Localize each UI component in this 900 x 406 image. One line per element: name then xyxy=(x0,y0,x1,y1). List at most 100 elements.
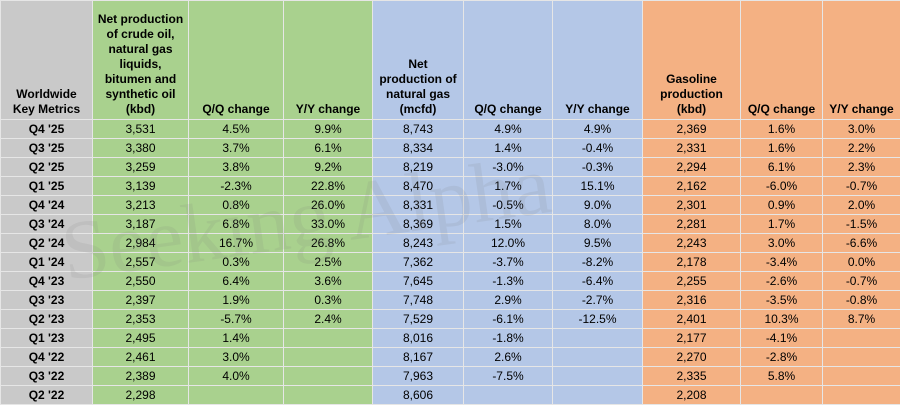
table-cell: 3,531 xyxy=(92,119,189,139)
header-cell: Net production of crude oil, natural gas… xyxy=(92,0,189,120)
table-cell: 0.9% xyxy=(740,195,823,215)
table-cell: 2.9% xyxy=(463,290,553,310)
table-cell: -0.4% xyxy=(552,138,643,158)
table-cell: 2.5% xyxy=(283,252,373,272)
table-cell: -6.1% xyxy=(463,309,553,329)
table-cell: 10.3% xyxy=(740,309,823,329)
table-cell: 2,369 xyxy=(642,119,741,139)
table-cell: 0.3% xyxy=(283,290,373,310)
table-cell xyxy=(463,385,553,405)
header-cell: Q/Q change xyxy=(463,0,553,120)
table-cell: 8,219 xyxy=(372,157,464,177)
table-cell xyxy=(822,366,900,386)
table-cell: 3,259 xyxy=(92,157,189,177)
table-cell: -2.6% xyxy=(740,271,823,291)
table-cell: 9.5% xyxy=(552,233,643,253)
table-cell: 8.7% xyxy=(822,309,900,329)
table-cell: 2,208 xyxy=(642,385,741,405)
header-cell: Y/Y change xyxy=(552,0,643,120)
table-cell: 22.8% xyxy=(283,176,373,196)
table-cell: 7,645 xyxy=(372,271,464,291)
table-cell: -5.7% xyxy=(188,309,284,329)
table-row: Q1 '23 2,495 1.4% 8,016 -1.8% 2,177 -4.1% xyxy=(0,328,900,348)
table-cell: 3.7% xyxy=(188,138,284,158)
table-cell: 2,984 xyxy=(92,233,189,253)
table-cell: 1.6% xyxy=(740,119,823,139)
header-cell: Q/Q change xyxy=(188,0,284,120)
row-label: Q1 '24 xyxy=(0,252,93,272)
table-row: Q4 '25 3,531 4.5% 9.9% 8,743 4.9% 4.9% 2,369 1.6… xyxy=(0,119,900,139)
table-cell: 9.2% xyxy=(283,157,373,177)
table-cell: 3.8% xyxy=(188,157,284,177)
table-cell: 2,389 xyxy=(92,366,189,386)
table-cell: -3.7% xyxy=(463,252,553,272)
table-body: Q4 '25 3,531 4.5% 9.9% 8,743 4.9% 4.9% 2,369 1.6… xyxy=(0,119,900,405)
table-cell: 8,743 xyxy=(372,119,464,139)
table-cell: 2,243 xyxy=(642,233,741,253)
row-label: Q4 '22 xyxy=(0,347,93,367)
header-cell: Q/Q change xyxy=(740,0,823,120)
table-cell: 2,255 xyxy=(642,271,741,291)
table-cell: 12.0% xyxy=(463,233,553,253)
table-cell: 2,178 xyxy=(642,252,741,272)
table-cell: 2,397 xyxy=(92,290,189,310)
table-cell: -2.8% xyxy=(740,347,823,367)
table-cell: 3.6% xyxy=(283,271,373,291)
table-cell: 6.8% xyxy=(188,214,284,234)
table-cell: 2,495 xyxy=(92,328,189,348)
table-cell: 2,331 xyxy=(642,138,741,158)
table-cell: 3.0% xyxy=(188,347,284,367)
table-cell: 2.3% xyxy=(822,157,900,177)
table-cell: 3,380 xyxy=(92,138,189,158)
table-cell: 1.6% xyxy=(740,138,823,158)
table-row: Q2 '24 2,984 16.7% 26.8% 8,243 12.0% 9.5% 2,243… xyxy=(0,233,900,253)
table-cell xyxy=(283,385,373,405)
table-cell: 0.0% xyxy=(822,252,900,272)
row-label: Q3 '24 xyxy=(0,214,93,234)
table-cell: 4.0% xyxy=(188,366,284,386)
table-cell xyxy=(552,347,643,367)
table-cell: 2,557 xyxy=(92,252,189,272)
table-cell: 1.4% xyxy=(188,328,284,348)
table-cell: 2,298 xyxy=(92,385,189,405)
table-row: Q3 '24 3,187 6.8% 33.0% 8,369 1.5% 8.0% 2,281 1.… xyxy=(0,214,900,234)
table-cell: 1.7% xyxy=(463,176,553,196)
table-cell xyxy=(188,385,284,405)
table-row: Q1 '24 2,557 0.3% 2.5% 7,362 -3.7% -8.2% 2,178-… xyxy=(0,252,900,272)
row-label: Q2 '25 xyxy=(0,157,93,177)
table-cell: 33.0% xyxy=(283,214,373,234)
row-label: Q3 '25 xyxy=(0,138,93,158)
table-cell xyxy=(552,366,643,386)
row-label: Q2 '23 xyxy=(0,309,93,329)
table-cell: 9.9% xyxy=(283,119,373,139)
header-row: Worldwide Key Metrics Net production of c… xyxy=(0,0,900,120)
table-row: Q3 '22 2,389 4.0% 7,963 -7.5% 2,335 5.8% xyxy=(0,366,900,386)
table-cell: 2,301 xyxy=(642,195,741,215)
table-row: Q4 '24 3,213 0.8% 26.0% 8,331 -0.5% 9.0% 2,301 0… xyxy=(0,195,900,215)
table-cell: 2,162 xyxy=(642,176,741,196)
table-cell: -8.2% xyxy=(552,252,643,272)
row-label: Q4 '24 xyxy=(0,195,93,215)
table-row: Q3 '23 2,397 1.9% 0.3% 7,748 2.9% -2.7% 2,316 -3… xyxy=(0,290,900,310)
table-cell: 2,353 xyxy=(92,309,189,329)
table-cell: 2,177 xyxy=(642,328,741,348)
header-cell: Worldwide Key Metrics xyxy=(0,0,93,120)
table-cell: 2,270 xyxy=(642,347,741,367)
table-cell: 1.7% xyxy=(740,214,823,234)
table-cell xyxy=(283,366,373,386)
table-cell: 3,213 xyxy=(92,195,189,215)
table-cell: 2,281 xyxy=(642,214,741,234)
table-cell: 3,139 xyxy=(92,176,189,196)
row-label: Q1 '23 xyxy=(0,328,93,348)
table-cell xyxy=(822,347,900,367)
table-cell: 4.9% xyxy=(463,119,553,139)
table-cell: 7,362 xyxy=(372,252,464,272)
table-cell: 8.0% xyxy=(552,214,643,234)
table-cell: -1.8% xyxy=(463,328,553,348)
header-cell: Gasoline production (kbd) xyxy=(642,0,741,120)
header-cell: Y/Y change xyxy=(822,0,900,120)
header-cell: Net production of natural gas (mcfd) xyxy=(372,0,464,120)
table-cell: 1.4% xyxy=(463,138,553,158)
